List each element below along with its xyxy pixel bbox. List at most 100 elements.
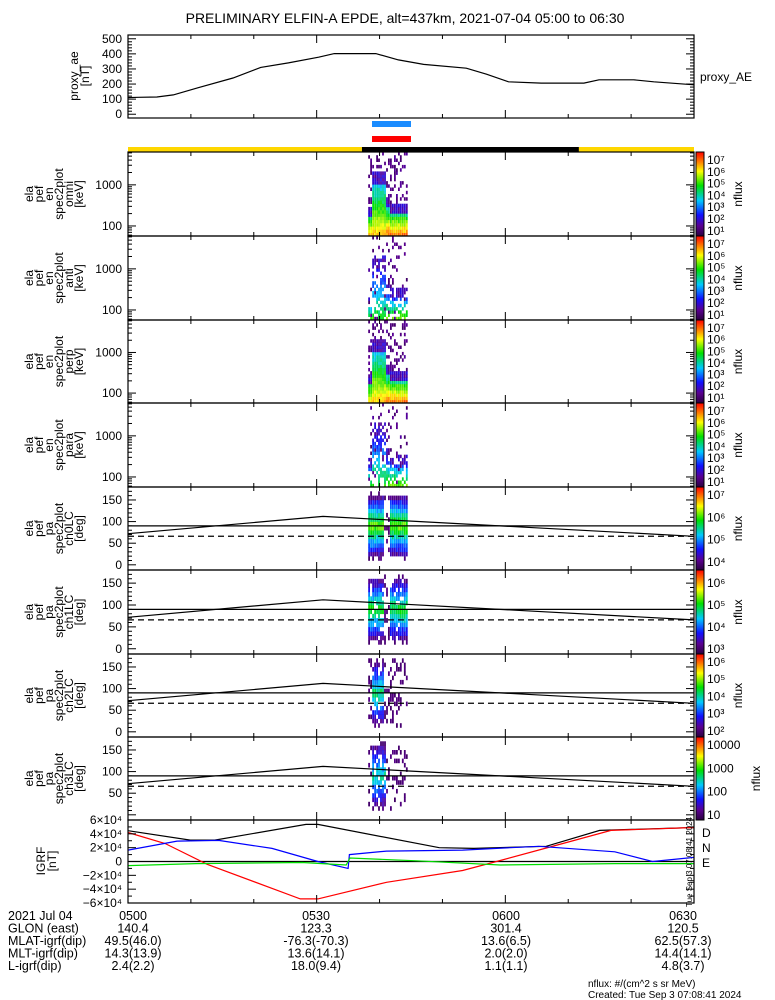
- colorbar-tick-label: 10⁷: [707, 153, 725, 167]
- spectrogram-cell: [394, 701, 396, 707]
- spectrogram-cell: [376, 361, 378, 365]
- spectrogram-cell: [378, 788, 380, 794]
- spectrogram-cell: [392, 508, 394, 514]
- spectrogram-cell: [401, 399, 404, 404]
- colorbar-perp: [695, 319, 705, 404]
- spectrogram-cell: [378, 780, 380, 785]
- spectrogram-cell: [378, 445, 380, 449]
- spectrogram-cell: [392, 775, 394, 781]
- spectrogram-cell: [392, 203, 394, 208]
- spectrogram-cell: [405, 278, 408, 282]
- spectrogram-cell: [390, 609, 392, 615]
- spectrogram-cell: [386, 383, 388, 388]
- spectrogram-cell: [392, 521, 394, 527]
- spectrogram-cell: [376, 184, 378, 188]
- spectrogram-cell: [376, 534, 378, 540]
- ch0LC-ylabel-line: [deg]: [72, 515, 86, 542]
- spectrogram-cell: [398, 161, 400, 166]
- spectrogram-cell: [382, 187, 384, 191]
- spectrogram-cell: [403, 626, 406, 632]
- spectrogram-cell: [380, 525, 382, 531]
- spectrogram-cell: [405, 206, 408, 211]
- spectrogram-cell: [382, 551, 384, 557]
- spectrogram-cell: [403, 762, 406, 768]
- spectrogram-cell: [380, 530, 382, 535]
- spectrogram-cell: [370, 396, 372, 401]
- spectrogram-cell: [368, 534, 370, 540]
- spectrogram-cell: [380, 307, 382, 311]
- colorbar-tick-label: 10¹: [707, 224, 724, 238]
- spectrogram-cell: [396, 171, 398, 175]
- spectrogram-cell: [374, 609, 376, 615]
- spectrogram-cell: [372, 332, 374, 337]
- spectrogram-cell: [380, 534, 382, 540]
- spectrogram-cell: [374, 534, 376, 540]
- spectrogram-cell: [368, 387, 370, 391]
- spectrogram-cell: [384, 784, 386, 790]
- spectrogram-cell: [401, 206, 404, 211]
- spectrogram-cell: [378, 345, 380, 349]
- spectrogram-cell: [401, 351, 404, 356]
- spectrogram-cell: [374, 435, 376, 439]
- spectrogram-cell: [368, 223, 370, 227]
- spectrogram-cell: [388, 775, 390, 781]
- spectrogram-cell: [372, 667, 374, 672]
- spectrogram-cell: [372, 367, 374, 372]
- spectrogram-cell: [396, 194, 398, 198]
- spectrogram-cell: [368, 313, 370, 317]
- spectrogram-cell: [403, 223, 406, 227]
- spectrogram-cell: [368, 155, 370, 159]
- spectrogram-cell: [380, 467, 382, 472]
- spectrogram-cell: [378, 361, 380, 365]
- spectrogram-cell: [378, 232, 380, 237]
- spectrogram-cell: [370, 445, 372, 449]
- spectrogram-cell: [374, 445, 376, 449]
- spectrogram-cell: [390, 596, 392, 601]
- spectrogram-cell: [380, 380, 382, 385]
- spectrogram-cell: [368, 525, 370, 531]
- spectrogram-cell: [398, 310, 400, 314]
- spectrogram-cell: [403, 164, 406, 169]
- spectrogram-cell: [403, 538, 406, 544]
- spectrogram-cell: [376, 377, 378, 381]
- spectrogram-cell: [398, 758, 400, 764]
- spectrogram-cell: [376, 297, 378, 301]
- spectrogram-cell: [403, 342, 406, 346]
- spectrogram-cell: [398, 591, 400, 597]
- spectrogram-cell: [378, 495, 380, 501]
- spectrogram-cell: [374, 219, 376, 224]
- spectrogram-cell: [388, 310, 390, 314]
- spectrogram-cell: [382, 329, 384, 334]
- spectrogram-cell: [388, 297, 390, 301]
- spectrogram-cell: [382, 543, 384, 548]
- spectrogram-cell: [376, 294, 378, 298]
- spectrogram-cell: [368, 367, 370, 372]
- spectrogram-cell: [403, 380, 406, 385]
- spectrogram-cell: [403, 457, 406, 462]
- spectrogram-cell: [405, 210, 408, 214]
- ephemeris-value: 49.5(46.0): [105, 934, 162, 948]
- spectrogram-cell: [374, 261, 376, 266]
- spectrogram-cell: [386, 242, 388, 246]
- spectrogram-cell: [376, 187, 378, 191]
- spectrogram-cell: [376, 710, 378, 715]
- spectrogram-cell: [392, 710, 394, 715]
- spectrogram-cell: [378, 313, 380, 317]
- spectrogram-cell: [370, 609, 372, 615]
- spectrogram-cell: [392, 609, 394, 615]
- spectrogram-cell: [394, 525, 396, 531]
- spectrogram-cell: [376, 438, 378, 442]
- spectrogram-cell: [376, 219, 378, 224]
- spectrogram-cell: [401, 219, 404, 224]
- spectrogram-cell: [378, 355, 380, 359]
- spectrogram-cell: [396, 609, 398, 615]
- ephemeris-value: 13.6(14.1): [288, 947, 345, 961]
- spectrogram-cell: [390, 348, 392, 353]
- spectrogram-cell: [390, 500, 392, 505]
- spectrogram-cell: [380, 339, 382, 343]
- colorbar-tick-label: 10⁶: [707, 416, 725, 430]
- spectrogram-cell: [370, 658, 372, 663]
- spectrogram-cell: [403, 551, 406, 557]
- spectrogram-cell: [396, 377, 398, 381]
- spectrogram-cell: [368, 500, 370, 505]
